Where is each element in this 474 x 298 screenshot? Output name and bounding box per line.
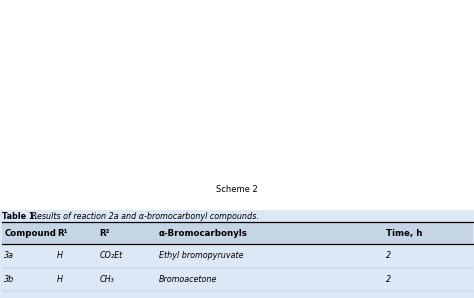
Text: H: H [57,275,63,284]
Bar [0,0,474,216]
Text: Time, h: Time, h [386,229,423,238]
Text: R²: R² [100,229,110,238]
Text: Compound: Compound [4,229,56,238]
Text: CH₃: CH₃ [100,275,114,284]
Text: CO₂Et: CO₂Et [100,252,123,260]
Text: Results of reaction 2a and α-bromocarbonyl compounds.: Results of reaction 2a and α-bromocarbon… [29,212,259,221]
Text: Scheme 2: Scheme 2 [216,185,258,194]
Text: α-Bromocarbonyls: α-Bromocarbonyls [159,229,247,238]
Bar [2,222,473,244]
Bar [2,268,473,291]
Text: 2: 2 [386,252,392,260]
Text: 2: 2 [386,275,392,284]
Text: Ethyl bromopyruvate: Ethyl bromopyruvate [159,252,243,260]
Bar [2,291,473,298]
Text: 3b: 3b [4,275,15,284]
Bar [0,210,474,298]
Bar [2,244,473,268]
Text: R¹: R¹ [57,229,67,238]
Text: 3a: 3a [4,252,14,260]
Text: Bromoacetone: Bromoacetone [159,275,217,284]
Text: H: H [57,252,63,260]
Text: Table 1.: Table 1. [2,212,37,221]
